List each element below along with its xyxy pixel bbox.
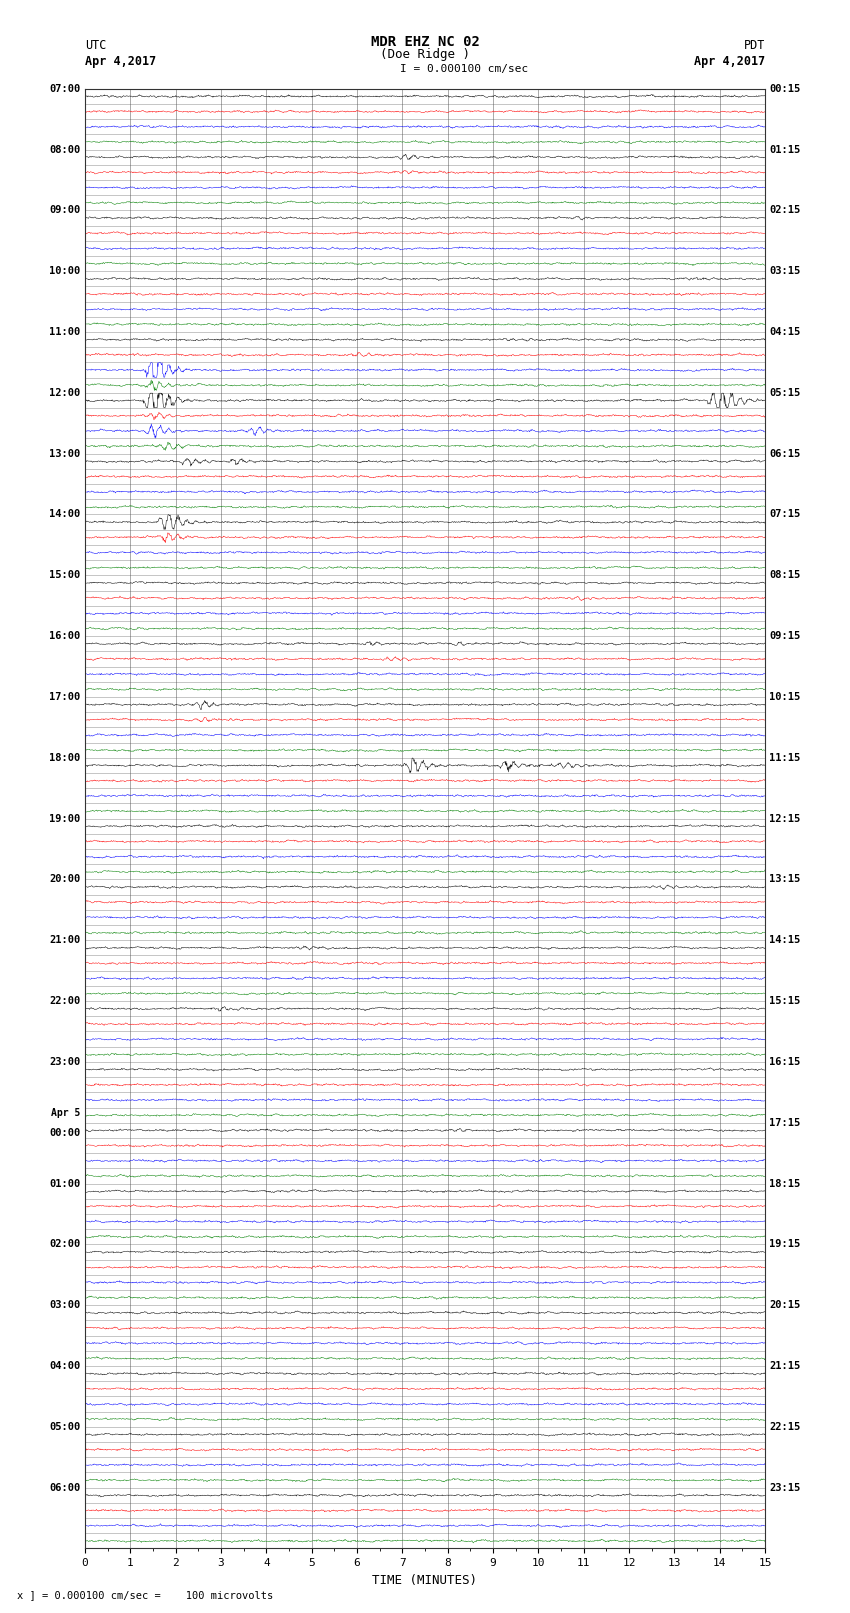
Text: 19:15: 19:15: [769, 1239, 801, 1250]
Text: 17:00: 17:00: [49, 692, 81, 702]
Text: 16:00: 16:00: [49, 631, 81, 640]
Text: 11:00: 11:00: [49, 327, 81, 337]
Text: 01:00: 01:00: [49, 1179, 81, 1189]
Text: 10:00: 10:00: [49, 266, 81, 276]
Text: 23:15: 23:15: [769, 1482, 801, 1492]
Text: 02:00: 02:00: [49, 1239, 81, 1250]
Text: 12:15: 12:15: [769, 813, 801, 824]
Text: MDR EHZ NC 02: MDR EHZ NC 02: [371, 35, 479, 48]
Text: 08:00: 08:00: [49, 145, 81, 155]
Text: 06:00: 06:00: [49, 1482, 81, 1492]
Text: 07:15: 07:15: [769, 510, 801, 519]
Text: 07:00: 07:00: [49, 84, 81, 94]
Text: 18:15: 18:15: [769, 1179, 801, 1189]
Text: PDT: PDT: [744, 39, 765, 52]
Text: 22:00: 22:00: [49, 997, 81, 1007]
Text: 21:00: 21:00: [49, 936, 81, 945]
Text: 09:00: 09:00: [49, 205, 81, 216]
Text: 01:15: 01:15: [769, 145, 801, 155]
Text: x ] = 0.000100 cm/sec =    100 microvolts: x ] = 0.000100 cm/sec = 100 microvolts: [17, 1590, 273, 1600]
Text: Apr 5: Apr 5: [51, 1108, 81, 1118]
Text: 23:00: 23:00: [49, 1057, 81, 1066]
Text: Apr 4,2017: Apr 4,2017: [85, 55, 156, 68]
Text: 18:00: 18:00: [49, 753, 81, 763]
Text: 00:15: 00:15: [769, 84, 801, 94]
Text: 12:00: 12:00: [49, 387, 81, 398]
Text: 06:15: 06:15: [769, 448, 801, 458]
Text: 03:00: 03:00: [49, 1300, 81, 1310]
Text: 04:15: 04:15: [769, 327, 801, 337]
Text: 14:15: 14:15: [769, 936, 801, 945]
Text: 13:00: 13:00: [49, 448, 81, 458]
Text: 10:15: 10:15: [769, 692, 801, 702]
Text: 16:15: 16:15: [769, 1057, 801, 1066]
Text: 20:00: 20:00: [49, 874, 81, 884]
Text: 11:15: 11:15: [769, 753, 801, 763]
Text: (Doe Ridge ): (Doe Ridge ): [380, 48, 470, 61]
Text: 04:00: 04:00: [49, 1361, 81, 1371]
Text: 21:15: 21:15: [769, 1361, 801, 1371]
Text: 22:15: 22:15: [769, 1421, 801, 1432]
Text: 08:15: 08:15: [769, 571, 801, 581]
Text: 15:15: 15:15: [769, 997, 801, 1007]
Text: 02:15: 02:15: [769, 205, 801, 216]
Text: 14:00: 14:00: [49, 510, 81, 519]
Text: 00:00: 00:00: [49, 1127, 81, 1137]
Text: Apr 4,2017: Apr 4,2017: [694, 55, 765, 68]
Text: 15:00: 15:00: [49, 571, 81, 581]
Text: I = 0.000100 cm/sec: I = 0.000100 cm/sec: [400, 65, 528, 74]
Text: 05:15: 05:15: [769, 387, 801, 398]
Text: 19:00: 19:00: [49, 813, 81, 824]
Text: 17:15: 17:15: [769, 1118, 801, 1127]
X-axis label: TIME (MINUTES): TIME (MINUTES): [372, 1574, 478, 1587]
Text: 03:15: 03:15: [769, 266, 801, 276]
Text: 05:00: 05:00: [49, 1421, 81, 1432]
Text: 13:15: 13:15: [769, 874, 801, 884]
Text: 09:15: 09:15: [769, 631, 801, 640]
Text: 20:15: 20:15: [769, 1300, 801, 1310]
Text: UTC: UTC: [85, 39, 106, 52]
